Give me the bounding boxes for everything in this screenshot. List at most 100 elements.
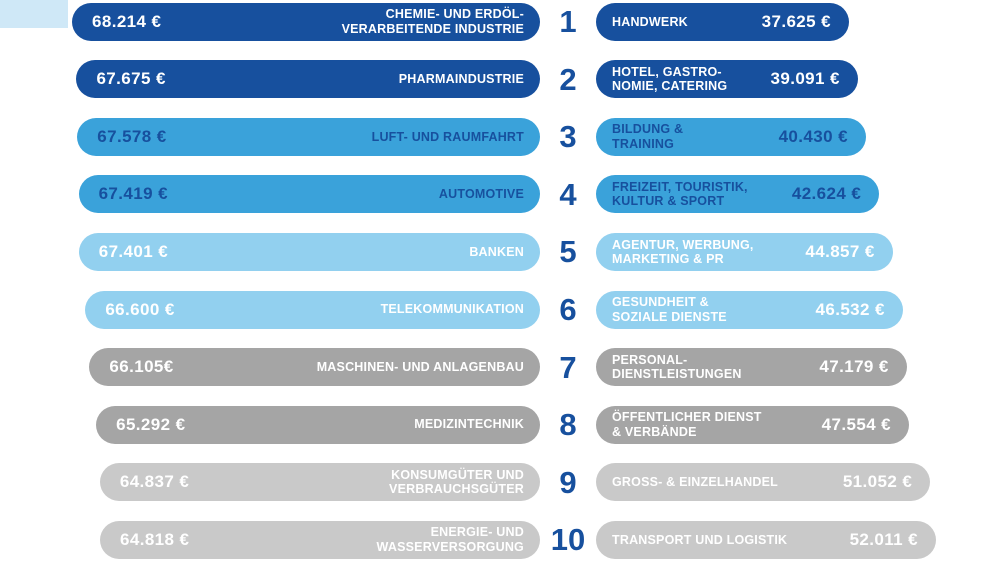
industry-bar-right: HANDWERK 37.625 € — [596, 2, 849, 41]
right-bar-area: BILDUNG & TRAINING 40.430 € — [596, 117, 1000, 156]
salary-value: 51.052 € — [842, 472, 913, 492]
industry-bar-right: ÖFFENTLICHER DIENST & VERBÄNDE 47.554 € — [596, 405, 910, 444]
rank-number: 4 — [559, 176, 577, 212]
salary-value: 37.625 € — [761, 11, 831, 31]
right-bar-area: TRANSPORT UND LOGISTIK 52.011 € — [596, 520, 1000, 559]
ranking-row: 66.600 € TELEKOMMUNIKATION 6 GESUNDHEIT … — [0, 281, 1000, 339]
ranking-row: 65.292 € MEDIZINTECHNIK 8 ÖFFENTLICHER D… — [0, 396, 1000, 454]
salary-value: 66.600 € — [105, 299, 175, 319]
industry-label: AGENTUR, WERBUNG, MARKETING & PR — [612, 237, 754, 266]
rank-number: 9 — [559, 464, 577, 500]
ranking-row: 64.837 € KONSUMGÜTER UND VERBRAUCHSGÜTER… — [0, 453, 1000, 511]
industry-bar-right: PERSONAL- DIENSTLEISTUNGEN 47.179 € — [596, 348, 907, 387]
salary-value: 67.675 € — [96, 69, 166, 89]
industry-bar-left: 64.837 € KONSUMGÜTER UND VERBRAUCHSGÜTER — [99, 463, 540, 502]
industry-bar-left: 68.214 € CHEMIE- UND ERDÖL- VERARBEITEND… — [72, 2, 540, 41]
right-bar-area: PERSONAL- DIENSTLEISTUNGEN 47.179 € — [596, 348, 1000, 387]
industry-label: PERSONAL- DIENSTLEISTUNGEN — [612, 352, 742, 382]
industry-bar-right: BILDUNG & TRAINING 40.430 € — [596, 117, 866, 156]
industry-label: PHARMAINDUSTRIE — [398, 72, 524, 87]
salary-value: 64.837 € — [119, 472, 190, 492]
rank-number: 3 — [559, 119, 577, 155]
rank-number: 8 — [559, 407, 577, 443]
right-bar-area: HOTEL, GASTRO- NOMIE, CATERING 39.091 € — [596, 60, 1000, 99]
right-bar-area: GESUNDHEIT & SOZIALE DIENSTE 46.532 € — [596, 290, 1000, 329]
salary-value: 67.578 € — [97, 126, 167, 146]
salary-value: 65.292 € — [116, 414, 186, 434]
industry-label: KONSUMGÜTER UND VERBRAUCHSGÜTER — [389, 467, 524, 497]
right-bar-area: HANDWERK 37.625 € — [596, 2, 1000, 41]
salary-value: 39.091 € — [770, 69, 840, 89]
industry-bar-right: HOTEL, GASTRO- NOMIE, CATERING 39.091 € — [596, 60, 858, 99]
industry-label: HANDWERK — [612, 14, 688, 29]
rank-number: 5 — [559, 234, 577, 270]
ranking-row: 67.578 € LUFT- UND RAUMFAHRT 3 BILDUNG &… — [0, 108, 1000, 166]
ranking-row: 68.214 € CHEMIE- UND ERDÖL- VERARBEITEND… — [0, 0, 1000, 51]
ranking-row: 67.675 € PHARMAINDUSTRIE 2 HOTEL, GASTRO… — [0, 51, 1000, 109]
industry-label: HOTEL, GASTRO- NOMIE, CATERING — [612, 64, 728, 94]
salary-value: 47.179 € — [819, 357, 889, 377]
industry-bar-left: 66.105€ MASCHINEN- UND ANLAGENBAU — [89, 348, 540, 387]
left-bar-area: 66.105€ MASCHINEN- UND ANLAGENBAU — [0, 348, 540, 387]
industry-label: AUTOMOTIVE — [438, 187, 524, 202]
rank-number: 2 — [559, 61, 577, 97]
industry-label: LUFT- UND RAUMFAHRT — [371, 129, 524, 144]
industry-bar-left: 67.675 € PHARMAINDUSTRIE — [76, 60, 540, 99]
left-bar-area: 67.675 € PHARMAINDUSTRIE — [0, 60, 540, 99]
industry-label: GESUNDHEIT & SOZIALE DIENSTE — [612, 295, 727, 324]
salary-value: 46.532 € — [815, 299, 885, 319]
left-bar-area: 68.214 € CHEMIE- UND ERDÖL- VERARBEITEND… — [0, 2, 540, 41]
industry-bar-left: 64.818 € ENERGIE- UND WASSERVERSORGUNG — [100, 520, 540, 559]
industry-label: ENERGIE- UND WASSERVERSORGUNG — [376, 525, 524, 554]
salary-value: 44.857 € — [805, 241, 875, 261]
industry-label: BILDUNG & TRAINING — [612, 122, 684, 151]
industry-bar-left: 66.600 € TELEKOMMUNIKATION — [85, 290, 540, 329]
industry-bar-left: 67.578 € LUFT- UND RAUMFAHRT — [77, 117, 540, 156]
right-bar-area: AGENTUR, WERBUNG, MARKETING & PR 44.857 … — [596, 232, 1000, 271]
rank-number: 1 — [559, 4, 577, 40]
left-bar-area: 66.600 € TELEKOMMUNIKATION — [0, 290, 540, 329]
industry-bar-left: 67.401 € BANKEN — [78, 232, 540, 271]
salary-value: 52.011 € — [849, 529, 918, 549]
industry-bar-right: GROSS- & EINZELHANDEL 51.052 € — [596, 463, 931, 502]
left-bar-area: 64.818 € ENERGIE- UND WASSERVERSORGUNG — [0, 520, 540, 559]
industry-bar-right: AGENTUR, WERBUNG, MARKETING & PR 44.857 … — [596, 232, 893, 271]
salary-value: 42.624 € — [791, 184, 862, 204]
salary-value: 66.105€ — [109, 357, 174, 377]
industry-bar-right: FREIZEIT, TOURISTIK, KULTUR & SPORT 42.6… — [596, 175, 880, 214]
right-bar-area: FREIZEIT, TOURISTIK, KULTUR & SPORT 42.6… — [596, 175, 1000, 214]
rank-number: 6 — [559, 292, 577, 327]
industry-label: TRANSPORT UND LOGISTIK — [612, 532, 788, 547]
salary-value: 67.419 € — [98, 184, 168, 204]
left-bar-area: 64.837 € KONSUMGÜTER UND VERBRAUCHSGÜTER — [0, 463, 540, 502]
industry-bar-right: GESUNDHEIT & SOZIALE DIENSTE 46.532 € — [596, 290, 903, 329]
industry-label: FREIZEIT, TOURISTIK, KULTUR & SPORT — [612, 180, 748, 209]
industry-label: GROSS- & EINZELHANDEL — [612, 474, 779, 489]
industry-label: CHEMIE- UND ERDÖL- VERARBEITENDE INDUSTR… — [341, 7, 524, 36]
decorative-corner — [0, 0, 68, 28]
rank-number: 10 — [550, 522, 586, 558]
ranking-row: 64.818 € ENERGIE- UND WASSERVERSORGUNG 1… — [0, 511, 1000, 568]
right-bar-area: ÖFFENTLICHER DIENST & VERBÄNDE 47.554 € — [596, 405, 1000, 444]
ranking-row: 67.419 € AUTOMOTIVE 4 FREIZEIT, TOURISTI… — [0, 166, 1000, 224]
left-bar-area: 67.578 € LUFT- UND RAUMFAHRT — [0, 117, 540, 156]
left-bar-area: 67.401 € BANKEN — [0, 232, 540, 271]
rank-number: 7 — [559, 349, 577, 385]
salary-value: 47.554 € — [821, 414, 892, 434]
industry-bar-left: 67.419 € AUTOMOTIVE — [78, 175, 540, 214]
salary-value: 40.430 € — [778, 126, 848, 146]
left-bar-area: 65.292 € MEDIZINTECHNIK — [0, 405, 540, 444]
industry-label: BANKEN — [469, 244, 524, 259]
industry-label: ÖFFENTLICHER DIENST & VERBÄNDE — [612, 410, 762, 439]
industry-bar-right: TRANSPORT UND LOGISTIK 52.011 € — [596, 520, 936, 559]
salary-value: 68.214 € — [92, 11, 162, 31]
ranking-row: 66.105€ MASCHINEN- UND ANLAGENBAU 7 PERS… — [0, 338, 1000, 396]
right-bar-area: GROSS- & EINZELHANDEL 51.052 € — [596, 463, 1000, 502]
industry-label: MEDIZINTECHNIK — [414, 417, 524, 432]
left-bar-area: 67.419 € AUTOMOTIVE — [0, 175, 540, 214]
industry-label: MASCHINEN- UND ANLAGENBAU — [316, 359, 524, 374]
salary-value: 64.818 € — [120, 529, 190, 549]
industry-label: TELEKOMMUNIKATION — [380, 302, 524, 317]
industry-bar-left: 65.292 € MEDIZINTECHNIK — [96, 405, 540, 444]
